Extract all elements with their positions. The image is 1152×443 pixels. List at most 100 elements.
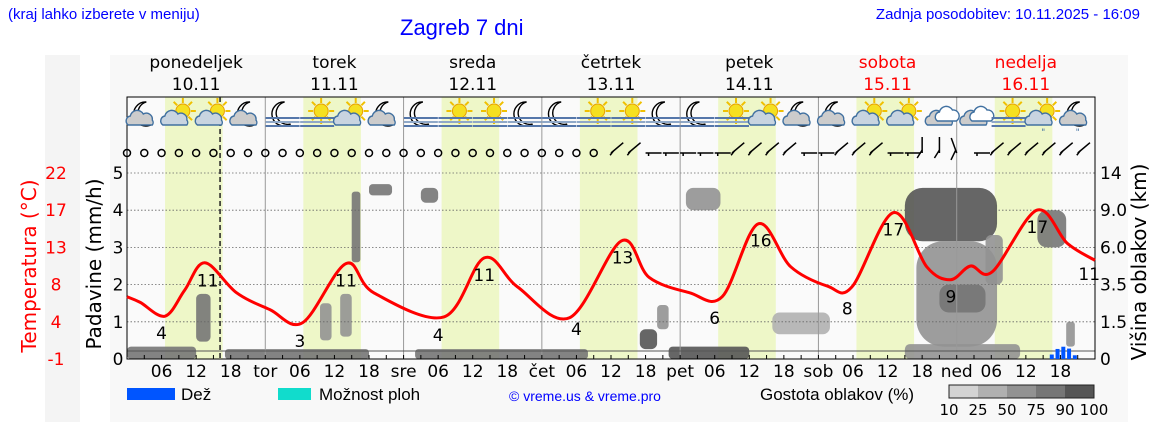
- moon-fog-icon: [645, 101, 680, 127]
- barb-tick: [626, 150, 632, 156]
- x-tick-label: 12: [738, 362, 760, 382]
- cloud-blob: [939, 284, 986, 313]
- copyright-text: © vreme.us & vreme.pro: [509, 388, 661, 404]
- sun-fog-icon: [576, 98, 611, 127]
- wind-barb-icon: [818, 152, 835, 156]
- cloud-shape: [1024, 109, 1053, 126]
- daylight-band: [856, 97, 915, 359]
- last-updated: Zadnja posodobitev: 10.11.2025 - 16:09: [875, 6, 1140, 23]
- calm-wind-icon: [468, 148, 477, 158]
- wind-barb-icon: [1024, 142, 1039, 156]
- sun-ray: [726, 101, 732, 107]
- precip-tick-label: 2: [113, 276, 124, 296]
- wind-barb-icon: [1007, 142, 1022, 156]
- precip-bar: [1055, 348, 1060, 359]
- cloud-height-tick-label: 1.5: [1100, 313, 1127, 333]
- barb-tick: [868, 150, 874, 156]
- x-tick-label: 12: [324, 362, 346, 382]
- day-date: 10.11: [172, 75, 221, 95]
- sun-ray: [587, 101, 593, 107]
- temp-axis-panel: [45, 55, 80, 422]
- sun-fog-icon: [715, 98, 749, 127]
- cloud-shape: [747, 109, 777, 126]
- sun-ray: [1052, 115, 1058, 121]
- wind-barb-icon: [697, 152, 714, 156]
- x-tick-label: 18: [773, 362, 795, 382]
- precip-bar: [1072, 355, 1077, 359]
- wind-barb-icon: [1041, 142, 1056, 156]
- temp-axis-label: Temperatura (°C): [17, 179, 41, 353]
- cloud-blob: [320, 303, 332, 341]
- temperature-label: 6: [709, 309, 720, 329]
- sun-ray: [498, 101, 504, 107]
- wind-barb-icon: [916, 137, 923, 159]
- temperature-label: 17: [1027, 218, 1049, 238]
- barb-tick: [1041, 150, 1047, 156]
- temperature-label: 16: [750, 232, 772, 252]
- sun-ray: [449, 101, 455, 107]
- cloud-shape: [125, 109, 154, 126]
- temp-tick-label: -1: [48, 350, 65, 370]
- sun-cloud-icon: [886, 98, 922, 126]
- wind-barb-icon: [730, 142, 745, 156]
- x-tick-label: 06: [151, 362, 173, 382]
- cloud-blob: [1066, 321, 1075, 347]
- calm-wind-icon: [503, 148, 512, 158]
- precip-axis-label: Padavine (mm/h): [82, 178, 106, 349]
- temperature-line: [126, 208, 1096, 327]
- sun-ray: [187, 101, 193, 107]
- density-swatch: [1065, 385, 1094, 398]
- sun-ray: [864, 101, 870, 107]
- cloud-height-axis-label: Višina oblakov (km): [1127, 164, 1151, 361]
- sun-ray: [222, 115, 228, 121]
- sun-ray: [879, 115, 885, 121]
- sun-ray: [464, 101, 470, 107]
- density-level-label: 25: [968, 401, 987, 419]
- day-date: 11.11: [310, 75, 359, 95]
- sun-ray: [637, 101, 643, 107]
- x-tick-label: 18: [358, 362, 380, 382]
- temp-tick-label: 4: [51, 313, 62, 333]
- x-tick-label: 12: [185, 362, 207, 382]
- wind-barb-icon: [782, 142, 797, 156]
- calm-wind-icon: [347, 148, 356, 158]
- wind-barb-icon: [868, 142, 884, 156]
- barb-tick: [851, 150, 856, 156]
- sun-cloud-rain-icon: ": [1024, 98, 1061, 138]
- cloud-density-legend-label: Gostota oblakov (%): [760, 385, 914, 404]
- cloud-blob: [340, 293, 352, 337]
- calm-wind-icon: [330, 148, 339, 158]
- sun-disc: [313, 103, 329, 119]
- temp-tick-label: 13: [45, 238, 67, 258]
- daylight-band: [165, 97, 223, 359]
- calm-wind-icon: [537, 148, 547, 158]
- moon-cloud-icon: [367, 101, 396, 127]
- barb-tick: [916, 149, 923, 159]
- wind-barb-icon: [904, 152, 921, 156]
- moon-fog-icon: [265, 101, 300, 127]
- temperature-label: 17: [883, 221, 905, 241]
- sun-disc: [451, 103, 467, 119]
- sun-disc: [486, 103, 502, 119]
- calm-wind-icon: [174, 148, 184, 158]
- calm-wind-icon: [278, 148, 287, 158]
- sun-disc: [1005, 103, 1021, 119]
- sun-cloud-icon: [194, 98, 231, 126]
- sun-disc: [728, 103, 744, 119]
- day-date: 12.11: [448, 75, 497, 95]
- sun-ray: [879, 101, 885, 107]
- temperature-label: 4: [571, 320, 582, 340]
- daylight-band: [579, 97, 638, 359]
- density-swatch: [1036, 385, 1065, 398]
- sun-ray: [775, 115, 781, 121]
- moon-crescent: [547, 101, 568, 127]
- density-level-label: 10: [939, 401, 958, 419]
- wind-barb-icon: [887, 152, 904, 156]
- cloud-blob: [415, 349, 588, 359]
- showers-legend-swatch: [278, 388, 311, 400]
- barb-tick: [1076, 150, 1081, 156]
- x-tick-label: 06: [427, 362, 449, 382]
- cloud-shape: [816, 109, 846, 126]
- wind-barb-icon: [801, 152, 818, 156]
